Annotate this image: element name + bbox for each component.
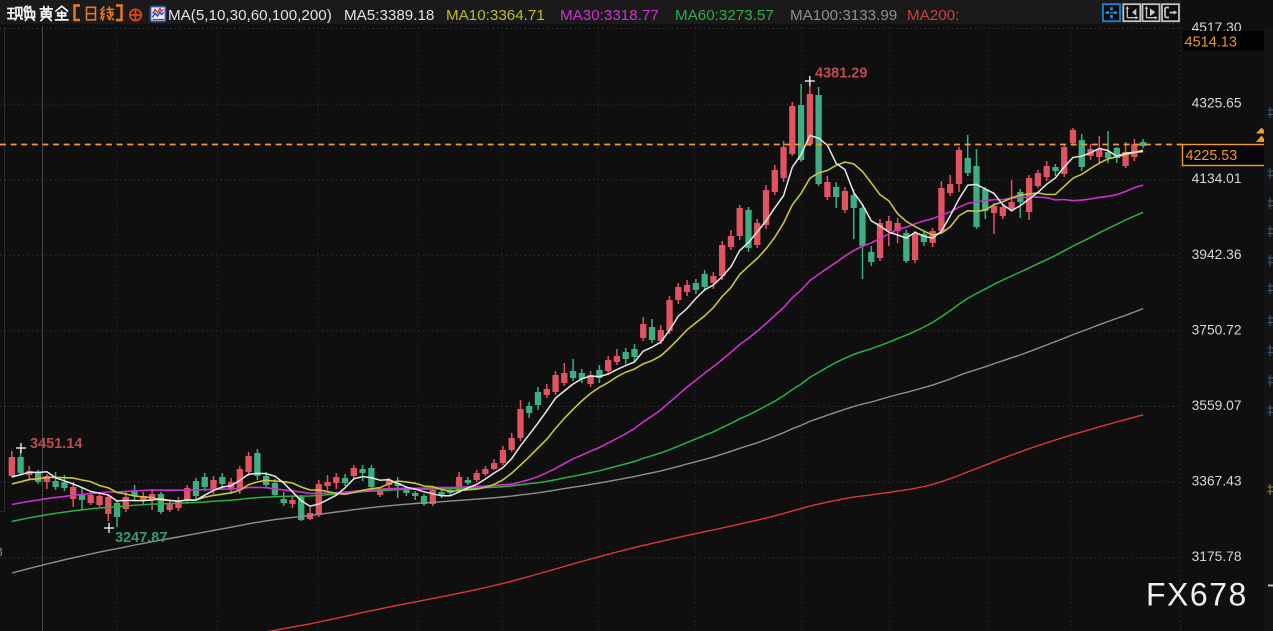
svg-text:MA60:3273.57: MA60:3273.57 (675, 7, 774, 24)
svg-text:4325.65: 4325.65 (1192, 96, 1242, 111)
svg-text:4134.01: 4134.01 (1192, 171, 1242, 186)
svg-text:MA200:: MA200: (907, 7, 959, 24)
svg-text:MA30:3318.77: MA30:3318.77 (560, 7, 659, 24)
svg-text:MA100:3133.99: MA100:3133.99 (790, 7, 897, 24)
svg-text:3451.14: 3451.14 (30, 436, 82, 452)
svg-text:MA(5,10,30,60,100,200): MA(5,10,30,60,100,200) (168, 7, 332, 24)
svg-text:MA5:3389.18: MA5:3389.18 (344, 7, 434, 24)
svg-text:3367.43: 3367.43 (1192, 474, 1242, 489)
svg-text:3247.87: 3247.87 (115, 530, 167, 546)
svg-text:3942.36: 3942.36 (1192, 247, 1242, 262)
svg-text:FX678: FX678 (1146, 577, 1248, 613)
svg-text:3750.72: 3750.72 (1192, 322, 1242, 337)
svg-text:3: 3 (0, 545, 3, 559)
svg-text:4381.29: 4381.29 (815, 66, 867, 82)
svg-text:4514.13: 4514.13 (1185, 34, 1237, 50)
svg-text:MA10:3364.71: MA10:3364.71 (446, 7, 545, 24)
svg-text:4225.53: 4225.53 (1186, 148, 1238, 164)
svg-text:3175.78: 3175.78 (1192, 549, 1242, 564)
svg-text:3559.07: 3559.07 (1192, 398, 1242, 413)
